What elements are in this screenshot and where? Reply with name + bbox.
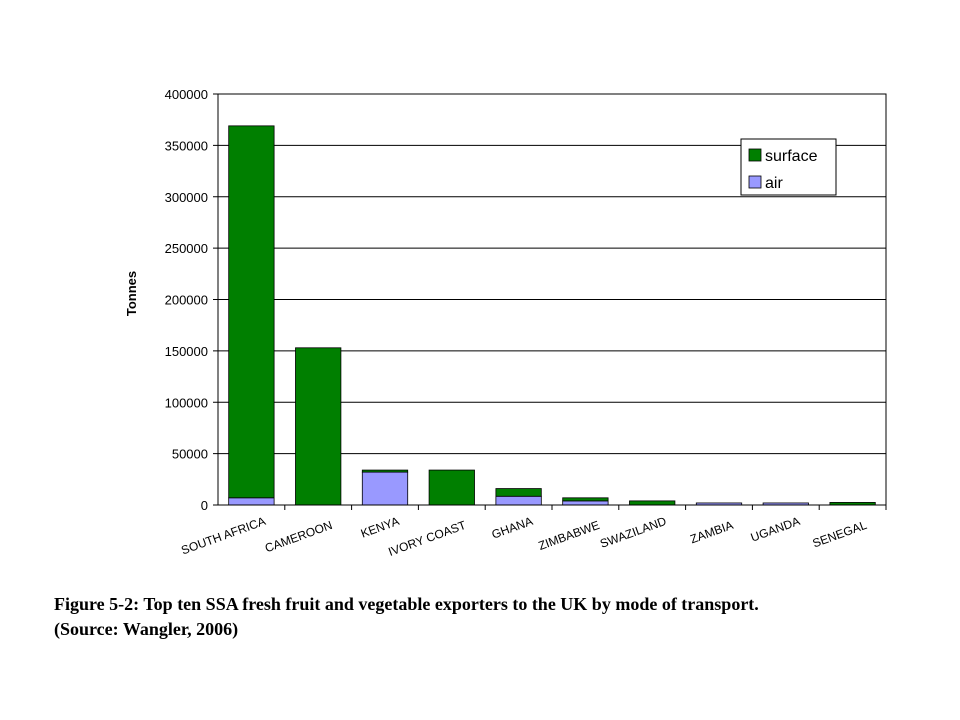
y-tick-label: 150000 [165, 344, 208, 359]
x-category-label: ZAMBIA [688, 518, 735, 546]
x-category-label: ZIMBABWE [536, 518, 601, 553]
caption-line-2: (Source: Wangler, 2006) [54, 619, 239, 639]
y-tick-label: 250000 [165, 241, 208, 256]
y-tick-label: 200000 [165, 293, 208, 308]
y-tick-label: 0 [201, 498, 208, 513]
x-category-label: KENYA [359, 514, 401, 541]
figure-caption: Figure 5-2: Top ten SSA fresh fruit and … [54, 592, 954, 642]
bars [228, 125, 876, 506]
legend: surface air [740, 138, 837, 196]
y-tick-label: 400000 [165, 87, 208, 102]
legend-swatch-air [748, 175, 762, 189]
bar-surface [361, 469, 409, 473]
y-axis-ticks: 0 50000 100000 150000 200000 250000 300000 3500… [165, 87, 218, 513]
x-category-label: SWAZILAND [598, 514, 668, 551]
legend-swatch-surface [748, 148, 762, 162]
bar-surface [562, 497, 609, 502]
bar-air [495, 495, 542, 506]
bar-air [361, 471, 409, 506]
legend-label-surface: surface [765, 148, 818, 165]
y-tick-label: 100000 [165, 395, 208, 410]
bar-surface [428, 469, 475, 506]
y-tick-label: 300000 [165, 190, 208, 205]
stacked-bar-chart: 0 50000 100000 150000 200000 250000 300000 3500… [124, 87, 887, 559]
y-tick-label: 350000 [165, 138, 208, 153]
x-category-label: CAMEROON [263, 518, 334, 555]
legend-label-air: air [765, 175, 783, 192]
bar-surface [495, 488, 542, 497]
x-category-label: SENEGAL [811, 518, 869, 551]
x-category-label: UGANDA [749, 514, 802, 545]
caption-line-1: Figure 5-2: Top ten SSA fresh fruit and … [54, 594, 759, 614]
x-category-label: GHANA [490, 514, 535, 542]
bar-surface [228, 125, 275, 499]
x-category-label: SOUTH AFRICA [179, 514, 267, 557]
bar-surface [295, 347, 342, 506]
bar-air [228, 497, 275, 506]
bar-air [562, 500, 609, 506]
y-tick-label: 50000 [172, 447, 208, 462]
bar-surface [629, 500, 676, 506]
y-axis-title: Tonnes [124, 271, 139, 316]
